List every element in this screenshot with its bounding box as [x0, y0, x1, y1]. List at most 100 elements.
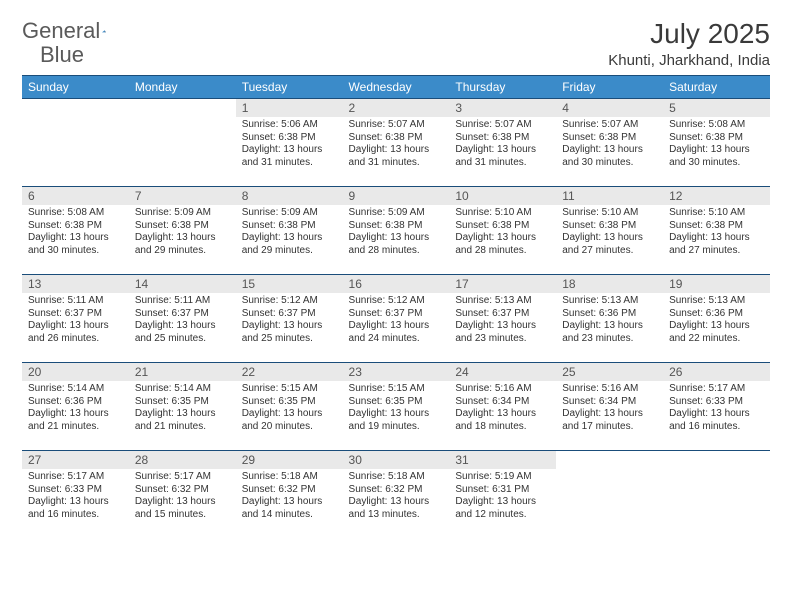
daylight-line: Daylight: 13 hours and 15 minutes.	[135, 496, 230, 521]
day-details: Sunrise: 5:07 AMSunset: 6:38 PMDaylight:…	[343, 117, 450, 173]
calendar-cell: 25Sunrise: 5:16 AMSunset: 6:34 PMDayligh…	[556, 363, 663, 451]
sunrise-line: Sunrise: 5:10 AM	[669, 207, 764, 220]
sunrise-line: Sunrise: 5:07 AM	[455, 119, 550, 132]
sunrise-line: Sunrise: 5:13 AM	[455, 295, 550, 308]
calendar-cell: 2Sunrise: 5:07 AMSunset: 6:38 PMDaylight…	[343, 99, 450, 187]
day-number: 9	[343, 187, 450, 205]
calendar-cell: 13Sunrise: 5:11 AMSunset: 6:37 PMDayligh…	[22, 275, 129, 363]
daylight-line: Daylight: 13 hours and 30 minutes.	[562, 144, 657, 169]
sunrise-line: Sunrise: 5:15 AM	[242, 383, 337, 396]
day-number: 8	[236, 187, 343, 205]
day-header-sunday: Sunday	[22, 76, 129, 99]
day-number: 22	[236, 363, 343, 381]
day-number: 31	[449, 451, 556, 469]
daylight-line: Daylight: 13 hours and 12 minutes.	[455, 496, 550, 521]
month-title: July 2025	[608, 18, 770, 50]
daylight-line: Daylight: 13 hours and 22 minutes.	[669, 320, 764, 345]
calendar-cell: 15Sunrise: 5:12 AMSunset: 6:37 PMDayligh…	[236, 275, 343, 363]
calendar-cell: 20Sunrise: 5:14 AMSunset: 6:36 PMDayligh…	[22, 363, 129, 451]
sunset-line: Sunset: 6:38 PM	[455, 220, 550, 233]
day-number: 12	[663, 187, 770, 205]
calendar-cell: 27Sunrise: 5:17 AMSunset: 6:33 PMDayligh…	[22, 451, 129, 539]
sunrise-line: Sunrise: 5:13 AM	[562, 295, 657, 308]
sunrise-line: Sunrise: 5:09 AM	[135, 207, 230, 220]
day-number: 21	[129, 363, 236, 381]
day-details: Sunrise: 5:14 AMSunset: 6:35 PMDaylight:…	[129, 381, 236, 437]
calendar-cell	[22, 99, 129, 187]
day-number: 23	[343, 363, 450, 381]
day-details: Sunrise: 5:06 AMSunset: 6:38 PMDaylight:…	[236, 117, 343, 173]
daylight-line: Daylight: 13 hours and 14 minutes.	[242, 496, 337, 521]
sunset-line: Sunset: 6:36 PM	[562, 308, 657, 321]
sunset-line: Sunset: 6:35 PM	[242, 396, 337, 409]
sunset-line: Sunset: 6:37 PM	[349, 308, 444, 321]
sunrise-line: Sunrise: 5:11 AM	[28, 295, 123, 308]
daylight-line: Daylight: 13 hours and 18 minutes.	[455, 408, 550, 433]
daylight-line: Daylight: 13 hours and 23 minutes.	[562, 320, 657, 345]
sunset-line: Sunset: 6:34 PM	[562, 396, 657, 409]
day-details: Sunrise: 5:14 AMSunset: 6:36 PMDaylight:…	[22, 381, 129, 437]
daylight-line: Daylight: 13 hours and 21 minutes.	[135, 408, 230, 433]
calendar-cell	[556, 451, 663, 539]
day-number: 19	[663, 275, 770, 293]
day-number: 5	[663, 99, 770, 117]
sunrise-line: Sunrise: 5:07 AM	[349, 119, 444, 132]
calendar-cell: 11Sunrise: 5:10 AMSunset: 6:38 PMDayligh…	[556, 187, 663, 275]
sunset-line: Sunset: 6:33 PM	[669, 396, 764, 409]
day-number: 3	[449, 99, 556, 117]
daylight-line: Daylight: 13 hours and 24 minutes.	[349, 320, 444, 345]
calendar-cell: 14Sunrise: 5:11 AMSunset: 6:37 PMDayligh…	[129, 275, 236, 363]
week-row: 6Sunrise: 5:08 AMSunset: 6:38 PMDaylight…	[22, 187, 770, 275]
sunrise-line: Sunrise: 5:08 AM	[669, 119, 764, 132]
calendar-cell: 29Sunrise: 5:18 AMSunset: 6:32 PMDayligh…	[236, 451, 343, 539]
day-number: 2	[343, 99, 450, 117]
sunrise-line: Sunrise: 5:09 AM	[242, 207, 337, 220]
daylight-line: Daylight: 13 hours and 27 minutes.	[669, 232, 764, 257]
calendar-cell: 21Sunrise: 5:14 AMSunset: 6:35 PMDayligh…	[129, 363, 236, 451]
week-row: 20Sunrise: 5:14 AMSunset: 6:36 PMDayligh…	[22, 363, 770, 451]
calendar-cell: 12 Sunrise: 5:10 AMSunset: 6:38 PMDayligh…	[663, 187, 770, 275]
brand-logo: General	[22, 18, 126, 44]
daylight-line: Daylight: 13 hours and 21 minutes.	[28, 408, 123, 433]
sunset-line: Sunset: 6:38 PM	[242, 132, 337, 145]
day-details: Sunrise: 5:13 AMSunset: 6:36 PMDaylight:…	[556, 293, 663, 349]
daylight-line: Daylight: 13 hours and 25 minutes.	[242, 320, 337, 345]
calendar-cell: 1Sunrise: 5:06 AMSunset: 6:38 PMDaylight…	[236, 99, 343, 187]
calendar-cell: 23Sunrise: 5:15 AMSunset: 6:35 PMDayligh…	[343, 363, 450, 451]
day-details: Sunrise: 5:18 AMSunset: 6:32 PMDaylight:…	[343, 469, 450, 525]
calendar-header-row: SundayMondayTuesdayWednesdayThursdayFrid…	[22, 76, 770, 99]
day-number: 11	[556, 187, 663, 205]
sunrise-line: Sunrise: 5:18 AM	[349, 471, 444, 484]
calendar-cell: 17Sunrise: 5:13 AMSunset: 6:37 PMDayligh…	[449, 275, 556, 363]
day-number: 13	[22, 275, 129, 293]
daylight-line: Daylight: 13 hours and 23 minutes.	[455, 320, 550, 345]
day-number: 4	[556, 99, 663, 117]
day-number: 20	[22, 363, 129, 381]
day-details: Sunrise: 5:16 AMSunset: 6:34 PMDaylight:…	[449, 381, 556, 437]
sunset-line: Sunset: 6:33 PM	[28, 484, 123, 497]
day-header-friday: Friday	[556, 76, 663, 99]
title-block: July 2025 Khunti, Jharkhand, India	[608, 18, 770, 69]
daylight-line: Daylight: 13 hours and 19 minutes.	[349, 408, 444, 433]
day-number: 7	[129, 187, 236, 205]
sunset-line: Sunset: 6:38 PM	[669, 220, 764, 233]
day-header-monday: Monday	[129, 76, 236, 99]
day-number: 1	[236, 99, 343, 117]
sunrise-line: Sunrise: 5:10 AM	[562, 207, 657, 220]
sunrise-line: Sunrise: 5:17 AM	[669, 383, 764, 396]
sunset-line: Sunset: 6:38 PM	[28, 220, 123, 233]
sunset-line: Sunset: 6:38 PM	[349, 132, 444, 145]
daylight-line: Daylight: 13 hours and 16 minutes.	[669, 408, 764, 433]
day-details: Sunrise: 5:18 AMSunset: 6:32 PMDaylight:…	[236, 469, 343, 525]
sunset-line: Sunset: 6:34 PM	[455, 396, 550, 409]
sunrise-line: Sunrise: 5:10 AM	[455, 207, 550, 220]
sunset-line: Sunset: 6:32 PM	[349, 484, 444, 497]
daylight-line: Daylight: 13 hours and 28 minutes.	[455, 232, 550, 257]
sunset-line: Sunset: 6:38 PM	[349, 220, 444, 233]
calendar-cell: 26Sunrise: 5:17 AMSunset: 6:33 PMDayligh…	[663, 363, 770, 451]
day-details: Sunrise: 5:08 AMSunset: 6:38 PMDaylight:…	[663, 117, 770, 173]
sunset-line: Sunset: 6:35 PM	[349, 396, 444, 409]
daylight-line: Daylight: 13 hours and 28 minutes.	[349, 232, 444, 257]
calendar-cell: 24Sunrise: 5:16 AMSunset: 6:34 PMDayligh…	[449, 363, 556, 451]
day-number: 29	[236, 451, 343, 469]
